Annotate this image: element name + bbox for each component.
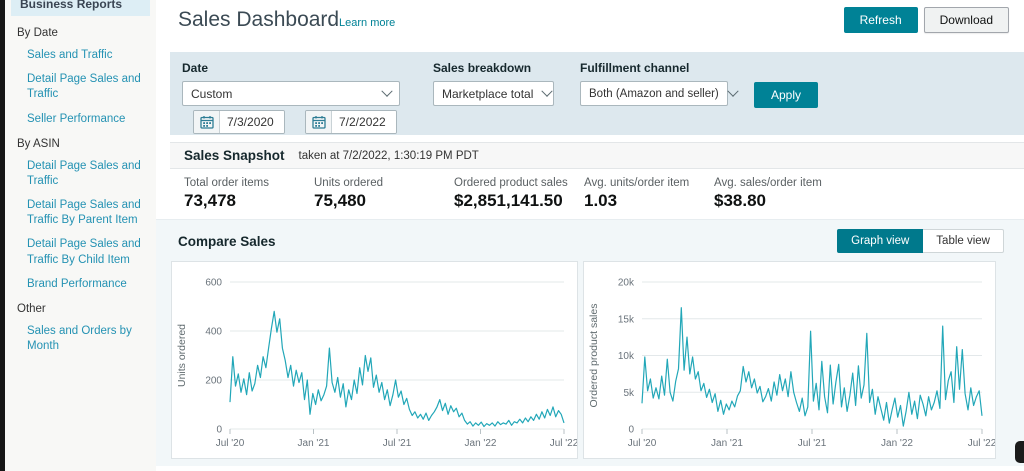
svg-text:Jul '20: Jul '20 (628, 438, 657, 449)
metric-label: Avg. sales/order item (714, 177, 844, 189)
page-title: Sales Dashboard (178, 8, 339, 32)
svg-text:5k: 5k (623, 388, 635, 399)
table-view-button[interactable]: Table view (923, 229, 1004, 253)
svg-text:200: 200 (205, 376, 222, 387)
svg-text:Ordered product sales: Ordered product sales (588, 304, 600, 408)
metric-value: $38.80 (714, 191, 844, 211)
date-to-input[interactable] (332, 111, 396, 133)
metric-value: 1.03 (584, 191, 714, 211)
svg-text:600: 600 (205, 278, 222, 289)
sales-snapshot-title: Sales Snapshot (184, 148, 285, 163)
download-button[interactable]: Download (924, 7, 1009, 33)
ordered-product-sales-chart-panel: 0 5k 10k 15k 20k Jul '20 Jan '21 Jul '21 Jan '22… (583, 261, 996, 459)
sidebar-group-label: Other (17, 303, 156, 315)
units-ordered-chart-panel: 0 200 400 600 Jul '20 Jan '21 Jul '21 Jan '22 Ju… (171, 261, 578, 459)
filter-panel: Date Custom (170, 52, 1024, 135)
chevron-down-icon (381, 85, 392, 96)
fulfillment-channel-value: Both (Amazon and seller) (589, 88, 719, 100)
sidebar-header-business-reports[interactable]: Business Reports (11, 0, 150, 16)
svg-text:Jul '20: Jul '20 (216, 438, 245, 449)
sidebar-item-detail-page-sales-and-traffic-by-child-item[interactable]: Detail Page Sales and Traffic By Child I… (27, 237, 143, 267)
graph-view-button[interactable]: Graph view (837, 229, 923, 253)
date-to-group (305, 110, 397, 134)
main-content: Sales Dashboard Learn more Refresh Downl… (156, 0, 1024, 471)
scrollbar-thumb[interactable] (1015, 441, 1024, 463)
chevron-down-icon (727, 85, 738, 96)
svg-text:20k: 20k (618, 278, 635, 289)
metric-label: Units ordered (314, 177, 454, 189)
svg-text:0: 0 (216, 425, 222, 436)
sidebar-item-detail-page-sales-and-traffic[interactable]: Detail Page Sales and Traffic (27, 159, 143, 189)
date-range-value: Custom (191, 87, 232, 101)
sidebar-item-detail-page-sales-and-traffic[interactable]: Detail Page Sales and Traffic (27, 72, 143, 102)
sales-breakdown-label: Sales breakdown (433, 61, 554, 75)
apply-button[interactable]: Apply (754, 82, 818, 108)
metric-value: 75,480 (314, 191, 454, 211)
svg-text:15k: 15k (618, 314, 635, 325)
sales-breakdown-dropdown[interactable]: Marketplace total (433, 81, 554, 106)
sidebar-item-detail-page-sales-and-traffic-by-parent-item[interactable]: Detail Page Sales and Traffic By Parent … (27, 198, 143, 228)
sales-breakdown-value: Marketplace total (442, 87, 533, 101)
business-reports-sidebar: Business Reports By Date Sales and Traffi… (5, 0, 156, 471)
date-range-dropdown[interactable]: Custom (182, 81, 400, 106)
date-from-input[interactable] (220, 111, 284, 133)
compare-sales-section: Compare Sales Graph view Table view 0 200… (156, 219, 1024, 466)
refresh-button[interactable]: Refresh (844, 7, 918, 33)
snapshot-timestamp: taken at 7/2/2022, 1:30:19 PM PDT (299, 150, 479, 162)
sidebar-item-brand-performance[interactable]: Brand Performance (27, 277, 143, 292)
svg-text:0: 0 (628, 425, 634, 436)
metric-value: $2,851,141.50 (454, 191, 584, 211)
svg-text:Jul '22: Jul '22 (550, 438, 577, 449)
metric-units-ordered: Units ordered75,480 (314, 177, 454, 203)
learn-more-link[interactable]: Learn more (339, 17, 395, 29)
svg-text:Jul '21: Jul '21 (798, 438, 827, 449)
metric-ordered-product-sales: Ordered product sales$2,851,141.50 (454, 177, 584, 203)
metric-label: Ordered product sales (454, 177, 584, 189)
svg-text:Jan '21: Jan '21 (298, 438, 330, 449)
sidebar-group-label: By ASIN (17, 138, 156, 150)
svg-text:400: 400 (205, 327, 222, 338)
metric-label: Total order items (184, 177, 314, 189)
sidebar-group-label: By Date (17, 27, 156, 39)
svg-text:10k: 10k (618, 351, 635, 362)
metric-value: 73,478 (184, 191, 314, 211)
svg-text:Units ordered: Units ordered (176, 324, 188, 387)
page-header: Sales Dashboard Learn more Refresh Downl… (156, 0, 1024, 40)
view-toggle: Graph view Table view (837, 229, 1004, 253)
calendar-icon[interactable] (194, 111, 220, 133)
sidebar-item-sales-and-orders-by-month[interactable]: Sales and Orders by Month (27, 324, 143, 354)
fulfillment-channel-dropdown[interactable]: Both (Amazon and seller) (580, 81, 728, 106)
metric-avg-sales-order-item: Avg. sales/order item$38.80 (714, 177, 844, 203)
sidebar-item-seller-performance[interactable]: Seller Performance (27, 112, 143, 127)
ordered-product-sales-chart[interactable]: 0 5k 10k 15k 20k Jul '20 Jan '21 Jul '21 Jan '22… (584, 262, 995, 458)
date-from-group (193, 110, 285, 134)
svg-text:Jan '22: Jan '22 (881, 438, 913, 449)
metric-label: Avg. units/order item (584, 177, 714, 189)
svg-text:Jul '21: Jul '21 (383, 438, 412, 449)
metric-avg-units-order-item: Avg. units/order item1.03 (584, 177, 714, 203)
sales-snapshot-section: Sales Snapshot taken at 7/2/2022, 1:30:1… (156, 142, 1024, 213)
compare-sales-title: Compare Sales (178, 234, 276, 249)
date-filter-label: Date (182, 61, 400, 75)
sidebar-item-sales-and-traffic[interactable]: Sales and Traffic (27, 48, 143, 63)
svg-text:Jan '21: Jan '21 (711, 438, 743, 449)
svg-text:Jul '22: Jul '22 (968, 438, 995, 449)
fulfillment-channel-label: Fulfillment channel (580, 61, 728, 75)
calendar-icon[interactable] (306, 111, 332, 133)
chevron-down-icon (542, 85, 553, 96)
units-ordered-chart[interactable]: 0 200 400 600 Jul '20 Jan '21 Jul '21 Jan '22 Ju… (172, 262, 577, 458)
metric-total-order-items: Total order items73,478 (184, 177, 314, 203)
svg-text:Jan '22: Jan '22 (465, 438, 497, 449)
